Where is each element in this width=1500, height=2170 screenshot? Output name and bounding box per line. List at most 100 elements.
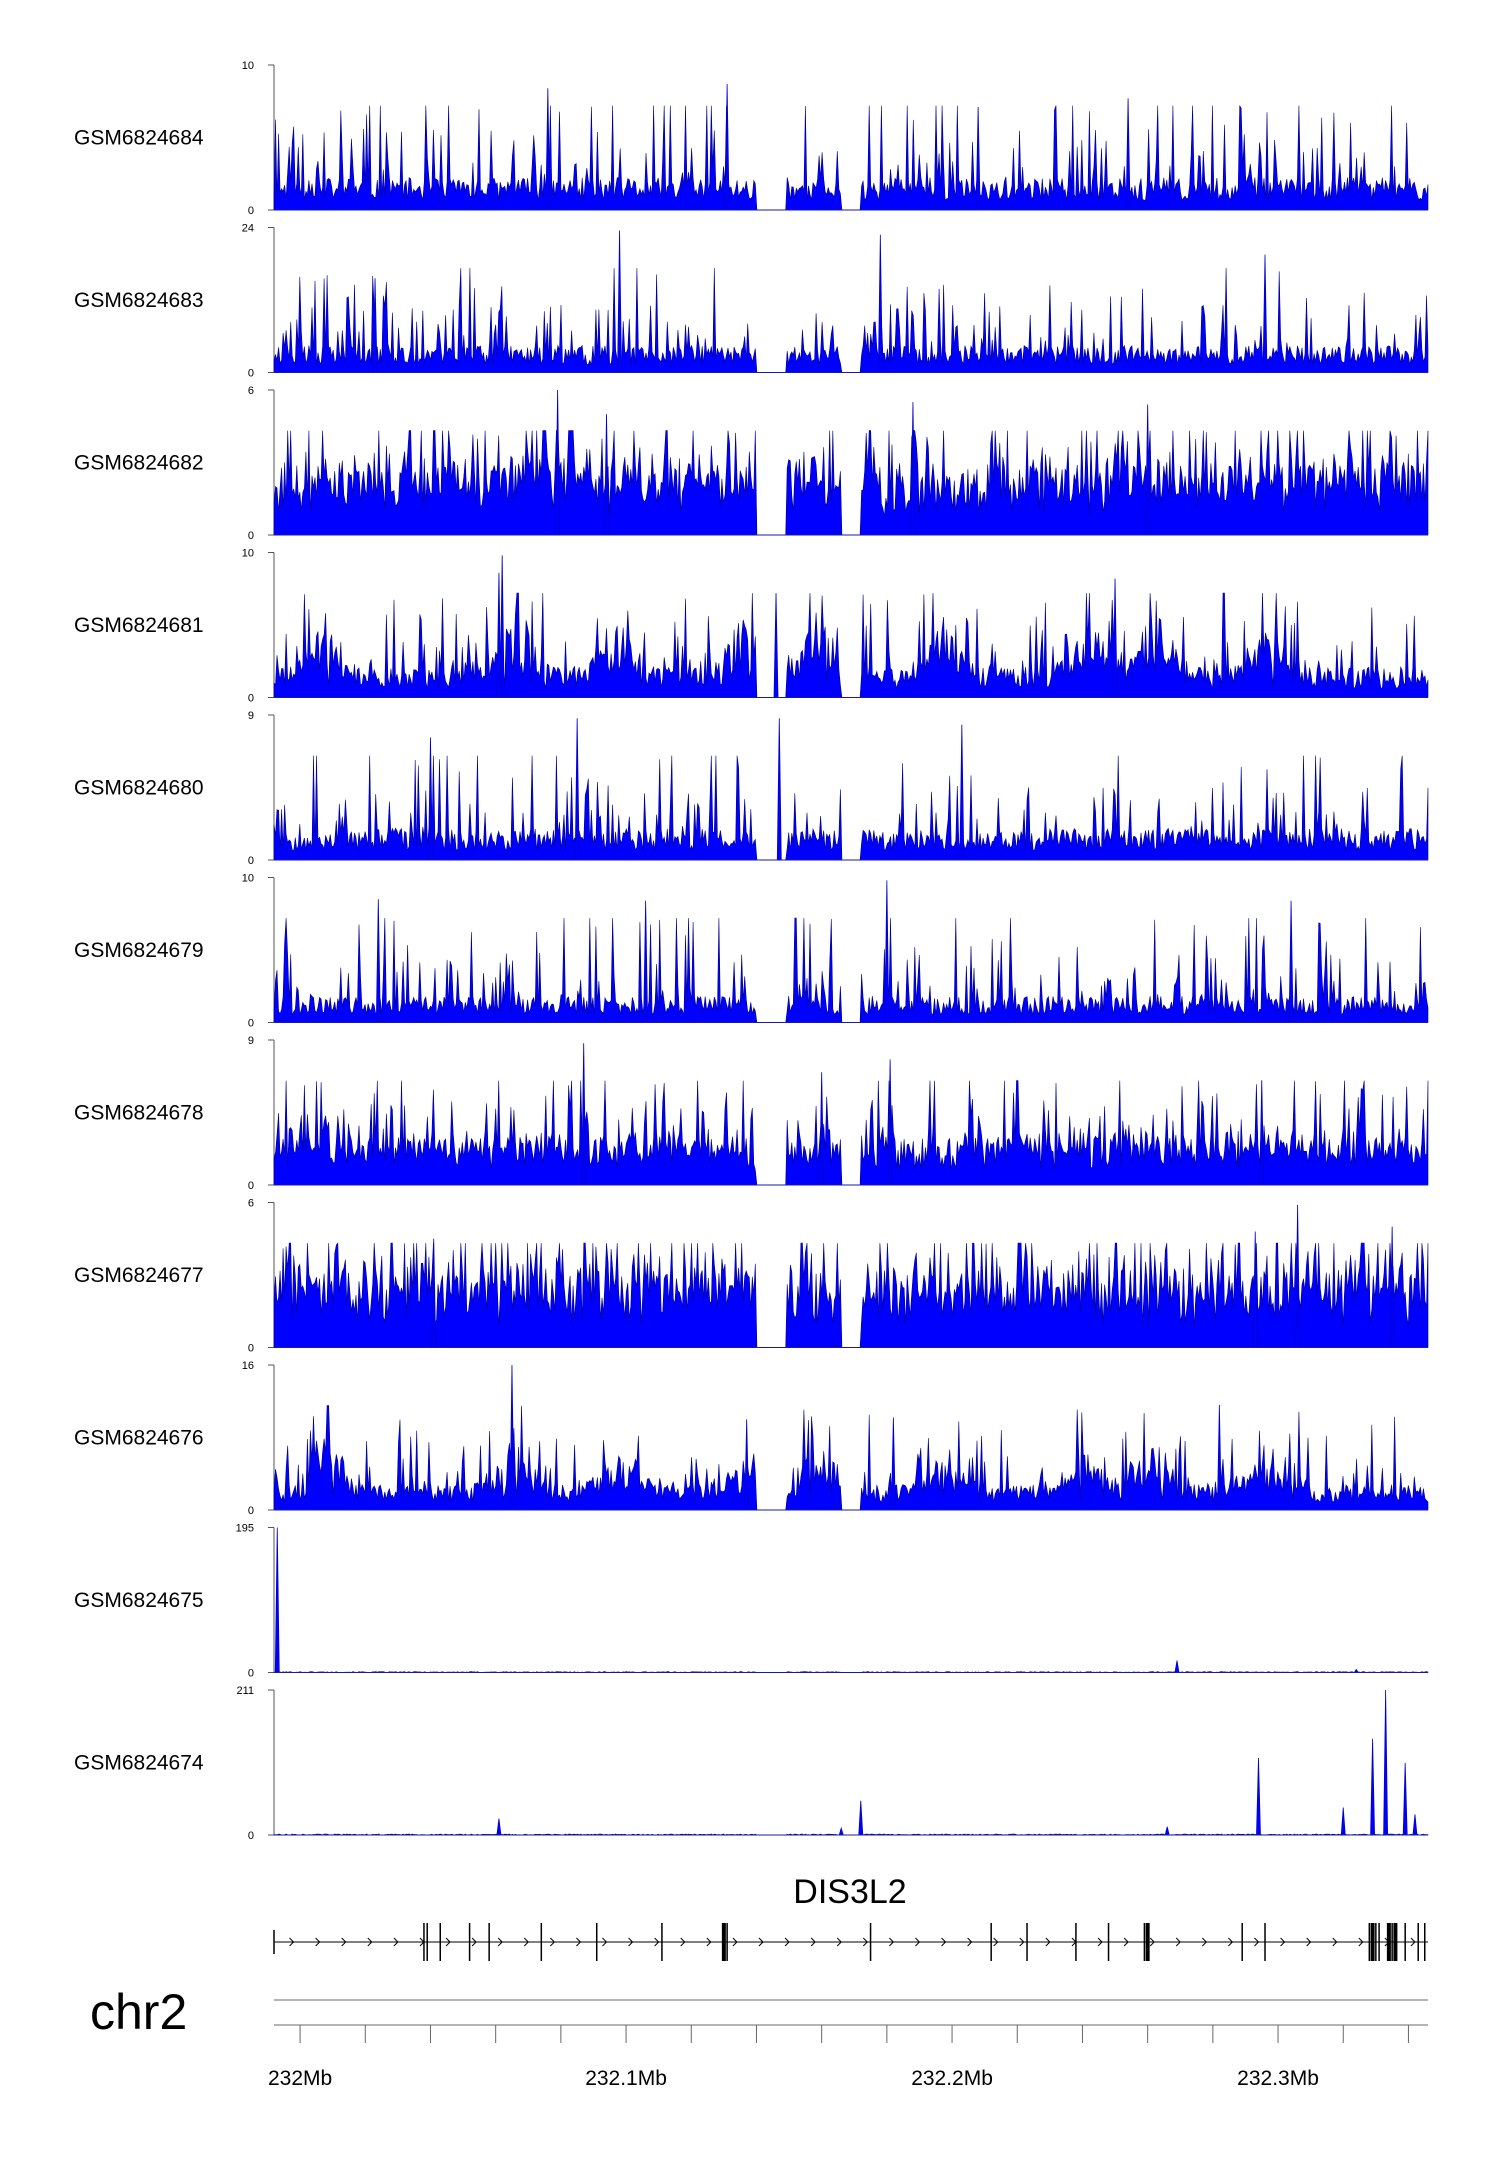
strand-arrow <box>758 1937 764 1947</box>
coverage-peak <box>431 1238 437 1348</box>
coverage-peak <box>496 1818 502 1836</box>
x-tick-label: 232.2Mb <box>911 2067 993 2090</box>
strand-arrow <box>993 1937 999 1947</box>
coverage-peak <box>838 1826 844 1836</box>
strand-arrow <box>1254 1937 1260 1947</box>
strand-arrow <box>471 1937 477 1947</box>
strand-arrow <box>341 1937 347 1947</box>
coverage-peak <box>1412 1814 1418 1836</box>
strand-arrow <box>1175 1937 1181 1947</box>
y-tick-label-max: 16 <box>242 1360 254 1372</box>
coverage-peak <box>724 83 730 211</box>
coverage-peak <box>617 230 622 373</box>
coverage-peak <box>428 737 433 861</box>
coverage-peak <box>819 1072 825 1186</box>
strand-arrow <box>1097 1937 1103 1947</box>
coverage-peak <box>1259 1080 1265 1186</box>
coverage-peak <box>1370 1738 1375 1836</box>
coverage-area <box>273 430 1429 536</box>
strand-arrow <box>732 1937 738 1947</box>
track-GSM6824680: GSM6824680 9 0 <box>74 710 1429 867</box>
coverage-peak <box>643 900 649 1023</box>
coverage-peak <box>1164 1826 1170 1836</box>
track-label: GSM6824678 <box>74 1102 204 1125</box>
coverage-peak <box>1256 1758 1261 1836</box>
track-GSM6824676: GSM6824676 16 0 <box>74 1360 1429 1517</box>
coverage-peak <box>604 414 609 536</box>
strand-arrow <box>1358 1937 1364 1947</box>
track-GSM6824683: GSM6824683 24 0 <box>74 223 1429 380</box>
strand-arrow <box>1280 1937 1286 1947</box>
track-GSM6824681: GSM6824681 10 0 <box>74 548 1429 705</box>
track-GSM6824677: GSM6824677 6 0 <box>74 1198 1429 1355</box>
strand-arrow <box>680 1937 686 1947</box>
coverage-peak <box>884 880 890 1023</box>
coverage-peak <box>890 1417 896 1511</box>
strand-arrow <box>836 1937 842 1947</box>
coverage-area <box>273 592 1429 698</box>
track-label: GSM6824683 <box>74 289 204 312</box>
strand-arrow <box>1201 1937 1208 1947</box>
y-tick-label-zero: 0 <box>248 530 254 542</box>
track-label: GSM6824682 <box>74 452 204 475</box>
coverage-peak <box>496 572 502 698</box>
track-GSM6824684: GSM6824684 10 0 <box>74 60 1429 217</box>
gene-label: DIS3L2 <box>793 1873 906 1911</box>
coverage-peak <box>1402 1762 1408 1836</box>
y-tick-label-max: 195 <box>236 1523 254 1535</box>
y-tick-label-zero: 0 <box>248 1668 254 1680</box>
coverage-peak <box>1262 254 1268 373</box>
track-label: GSM6824676 <box>74 1427 204 1450</box>
coverage-peak <box>581 1043 587 1186</box>
y-tick-label-max: 9 <box>248 710 254 722</box>
coverage-peak <box>744 1419 750 1511</box>
strand-arrow <box>810 1937 816 1947</box>
y-tick-label-max: 10 <box>242 873 254 885</box>
coverage-peak <box>776 718 782 861</box>
y-tick-label-zero: 0 <box>248 693 254 705</box>
coverage-area <box>273 755 1429 861</box>
coverage-tracks: GSM6824684100GSM6824683240GSM682468260GS… <box>74 60 1429 1842</box>
coverage-peak <box>509 1364 515 1511</box>
strand-arrow <box>602 1937 608 1947</box>
y-tick-label-max: 6 <box>248 1198 254 1210</box>
coverage-peak <box>1216 1404 1222 1511</box>
strand-arrow <box>445 1937 451 1947</box>
strand-arrow <box>654 1937 660 1947</box>
strand-arrow <box>784 1937 790 1947</box>
strand-arrow <box>941 1937 947 1947</box>
x-tick-label: 232Mb <box>268 2067 332 2090</box>
genome-axis: chr2 232Mb 232.1Mb 232.2Mb 232.3Mb <box>90 1984 1428 2090</box>
coverage-peak <box>1174 1660 1180 1673</box>
chromosome-label: chr2 <box>90 1984 187 2040</box>
y-tick-label-zero: 0 <box>248 368 254 380</box>
strand-arrow <box>889 1937 895 1947</box>
track-label: GSM6824675 <box>74 1589 204 1612</box>
y-tick-label-max: 24 <box>242 223 254 235</box>
track-label: GSM6824684 <box>74 127 204 150</box>
strand-arrow <box>862 1937 869 1947</box>
track-label: GSM6824674 <box>74 1752 204 1775</box>
track-GSM6824682: GSM6824682 6 0 <box>74 385 1429 542</box>
strand-arrow <box>967 1937 973 1947</box>
strand-arrow <box>367 1937 373 1947</box>
x-tick-label: 232.3Mb <box>1237 2067 1319 2090</box>
strand-arrow <box>1410 1937 1416 1947</box>
track-label: GSM6824679 <box>74 939 204 962</box>
strand-arrow <box>1123 1937 1129 1947</box>
coverage-peak <box>1125 98 1131 211</box>
coverage-peak <box>877 234 883 373</box>
strand-arrow <box>549 1937 556 1947</box>
gene-annotation-track: DIS3L2 <box>273 1873 1428 1961</box>
coverage-peak <box>1383 1689 1389 1836</box>
track-GSM6824678: GSM6824678 9 0 <box>74 1035 1429 1192</box>
strand-arrow <box>1332 1937 1338 1947</box>
coverage-area <box>273 1080 1429 1186</box>
coverage-area <box>273 105 1429 211</box>
coverage-peak <box>274 1527 280 1673</box>
y-tick-label-zero: 0 <box>248 205 254 217</box>
strand-arrow <box>628 1937 634 1947</box>
coverage-area <box>273 917 1429 1023</box>
y-tick-label-zero: 0 <box>248 1830 254 1842</box>
track-GSM6824679: GSM6824679 10 0 <box>74 873 1429 1030</box>
